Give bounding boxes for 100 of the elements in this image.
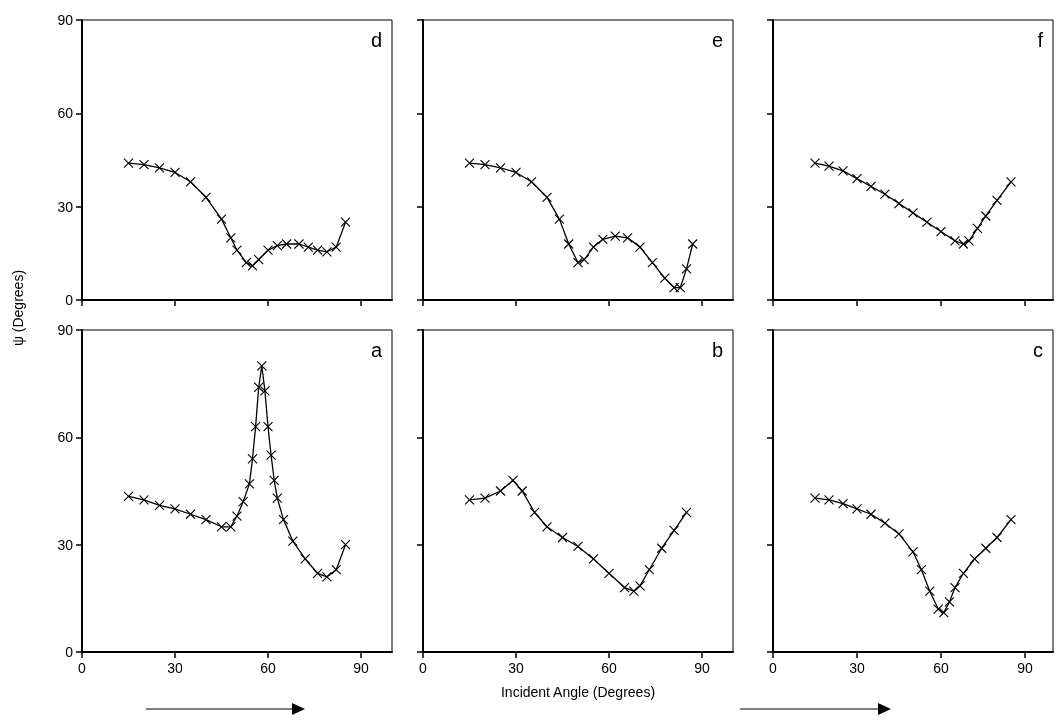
point: [823, 161, 835, 172]
point: [681, 507, 692, 518]
point: [969, 553, 980, 565]
point: [256, 360, 267, 371]
x-tick-label: 60: [601, 660, 617, 676]
point: [634, 242, 646, 253]
point: [340, 217, 351, 228]
point: [138, 159, 150, 170]
point: [216, 214, 227, 225]
x-tick-label: 90: [353, 660, 369, 676]
point: [972, 223, 983, 234]
point: [185, 176, 196, 187]
point: [622, 232, 633, 243]
point: [933, 604, 944, 615]
point: [253, 254, 264, 265]
point: [154, 162, 165, 173]
point: [597, 234, 608, 245]
point: [619, 582, 630, 593]
point: [331, 242, 342, 253]
point: [312, 568, 323, 579]
point: [610, 231, 621, 242]
point: [938, 607, 949, 618]
point: [958, 238, 969, 250]
point: [281, 238, 292, 250]
y-tick-label: 90: [57, 12, 74, 28]
point: [980, 210, 991, 222]
annotation: f: [1037, 29, 1044, 51]
point: [907, 546, 919, 557]
point: [495, 485, 506, 497]
x-tick-label: 30: [849, 660, 865, 676]
point: [837, 165, 849, 176]
x-tick-label: 0: [78, 660, 87, 676]
point: [510, 167, 522, 178]
point: [865, 509, 877, 520]
point: [262, 245, 274, 256]
point: [138, 494, 150, 505]
point: [634, 580, 646, 591]
point: [572, 541, 584, 552]
x-tick-label: 60: [260, 660, 276, 676]
point: [991, 195, 1003, 206]
point: [823, 494, 835, 505]
annotation: e: [711, 29, 723, 51]
point: [851, 503, 863, 514]
point: [250, 421, 261, 432]
point: [300, 553, 311, 565]
point: [287, 536, 298, 547]
y-tick-label: 30: [57, 198, 74, 215]
point: [656, 543, 667, 554]
point: [687, 238, 698, 250]
point: [893, 528, 905, 539]
point: [244, 478, 255, 489]
point: [225, 232, 236, 243]
point: [935, 226, 947, 237]
point: [303, 242, 314, 253]
annotation: d: [370, 29, 382, 51]
point: [200, 192, 212, 203]
point: [262, 421, 274, 432]
x-tick-label: 0: [419, 660, 428, 676]
annotation: c: [1033, 339, 1043, 361]
point: [541, 192, 553, 203]
x-axis-title: Incident Angle (Degrees): [500, 684, 656, 700]
y-tick-label: 30: [57, 536, 74, 553]
point: [266, 450, 277, 461]
point: [588, 553, 599, 565]
point: [669, 525, 680, 536]
point: [949, 235, 961, 246]
point: [169, 167, 181, 178]
point: [628, 586, 639, 597]
point: [924, 586, 935, 597]
point: [241, 257, 252, 268]
point: [169, 503, 181, 514]
point: [200, 514, 212, 525]
point: [1005, 514, 1017, 525]
point: [644, 564, 655, 575]
point: [963, 235, 975, 246]
point: [921, 217, 933, 228]
point: [572, 257, 584, 268]
point: [526, 176, 537, 187]
point: [944, 596, 955, 607]
point: [154, 500, 165, 511]
annotation: a: [370, 339, 383, 361]
x-tick-label: 30: [508, 660, 524, 676]
point: [563, 238, 574, 250]
point: [231, 510, 243, 522]
point: [321, 571, 332, 582]
point: [517, 485, 528, 497]
point: [278, 514, 289, 525]
point: [464, 158, 475, 169]
point: [123, 491, 134, 502]
point: [681, 263, 692, 274]
point: [557, 532, 568, 543]
point: [253, 382, 264, 393]
point: [269, 475, 280, 486]
point: [958, 568, 969, 579]
x-tick-label: 90: [1017, 660, 1033, 676]
point: [293, 238, 305, 250]
x-tick-label: 90: [694, 660, 710, 676]
point: [331, 564, 342, 575]
y-tick-label: 90: [57, 322, 74, 338]
point: [259, 385, 270, 396]
